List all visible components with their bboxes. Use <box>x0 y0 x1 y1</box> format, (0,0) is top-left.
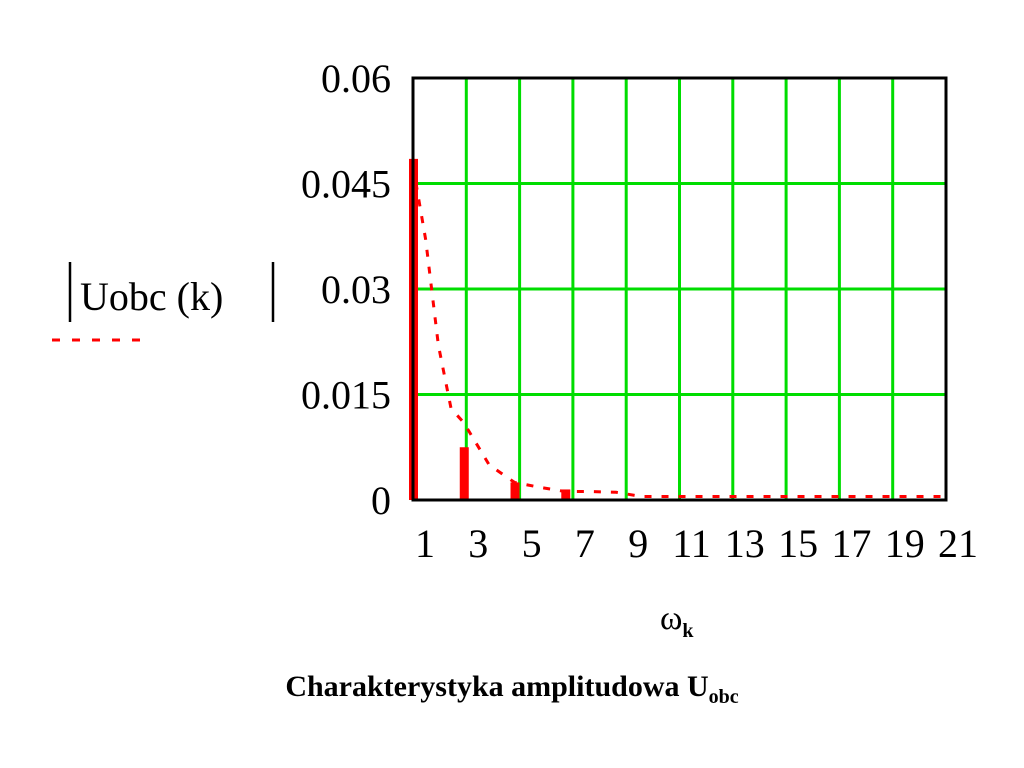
y-tick-label: 0 <box>371 478 391 523</box>
chart-title-subscript: obc <box>708 686 739 708</box>
x-tick-label: 13 <box>725 521 765 566</box>
y-axis-label-text: Uobc (k) <box>80 274 223 319</box>
chart-title-text: Charakterystyka amplitudowa U <box>285 670 709 703</box>
x-tick-label: 3 <box>468 521 488 566</box>
bar <box>561 489 571 500</box>
x-tick-label: 19 <box>885 521 925 566</box>
chart-title: Charakterystyka amplitudowa Uobc <box>0 670 1024 709</box>
grid <box>413 78 946 500</box>
y-axis-label: Uobc (k) <box>52 262 275 342</box>
y-tick-labels: 0 0.015 0.03 0.045 0.06 <box>301 56 391 523</box>
bar <box>510 482 520 500</box>
x-tick-label: 21 <box>938 521 978 566</box>
bar-series <box>409 158 571 500</box>
x-tick-label: 7 <box>575 521 595 566</box>
plot-frame <box>411 76 948 502</box>
x-axis-label-symbol: ω <box>660 600 683 637</box>
x-tick-label: 11 <box>672 521 711 566</box>
bar <box>459 447 469 500</box>
y-tick-label: 0.045 <box>301 162 391 207</box>
x-tick-label: 9 <box>628 521 648 566</box>
x-tick-labels: 1 3 5 7 9 11 13 15 17 19 21 <box>415 521 978 566</box>
x-axis-label-subscript: k <box>682 619 694 642</box>
y-tick-label: 0.03 <box>321 267 391 312</box>
x-tick-label: 15 <box>778 521 818 566</box>
x-tick-label: 1 <box>415 521 435 566</box>
x-tick-label: 17 <box>831 521 871 566</box>
x-tick-label: 5 <box>522 521 542 566</box>
y-tick-label: 0.015 <box>301 373 391 418</box>
x-axis-label: ωk <box>660 600 694 643</box>
y-tick-label: 0.06 <box>321 56 391 101</box>
